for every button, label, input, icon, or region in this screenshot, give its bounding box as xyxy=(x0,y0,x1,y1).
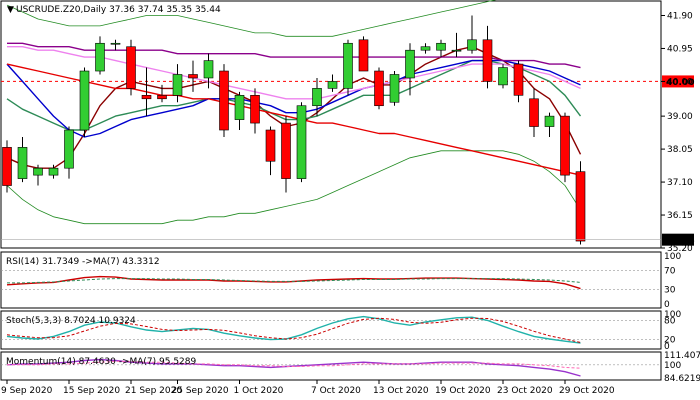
candle-body-28 xyxy=(420,46,431,51)
candle-body-6 xyxy=(79,70,90,131)
candle-body-17 xyxy=(250,95,260,124)
price-tick-label-2: 40.95 xyxy=(667,44,693,54)
price-tick-label-8: 35.20 xyxy=(667,244,693,254)
candle-body-18 xyxy=(265,129,276,162)
rsi-pane-border xyxy=(0,251,662,309)
moving-averages-layer xyxy=(6,42,582,176)
date-tick-label-5: 1 Oct 2020 xyxy=(234,386,284,396)
candle-body-23 xyxy=(343,42,353,89)
stoch-tick-label-2: 80 xyxy=(664,316,676,326)
candle-body-37 xyxy=(560,115,570,176)
momentum-tick-label-2: 100 xyxy=(664,361,681,371)
date-tick-label-10: 29 Oct 2020 xyxy=(559,386,615,396)
candle-body-31 xyxy=(467,39,477,51)
rsi-tick-label-3: 30 xyxy=(664,286,676,296)
candle-body-27 xyxy=(405,49,415,79)
candle-body-24 xyxy=(358,39,369,72)
stoch-tick-label-1: 100 xyxy=(664,310,681,320)
candle-body-26 xyxy=(389,74,400,103)
stoch-tick-label-4: 0 xyxy=(664,342,670,352)
candle-body-10 xyxy=(141,95,152,100)
reference-level-badge xyxy=(662,75,694,88)
price-tick-label-1: 41.90 xyxy=(667,12,693,22)
candle-body-36 xyxy=(544,115,555,127)
main-pane-border xyxy=(0,0,662,249)
candle-body-1 xyxy=(2,147,12,186)
candle-body-13 xyxy=(188,74,198,79)
overlay-line-8 xyxy=(6,150,581,225)
candle-body-16 xyxy=(234,95,245,120)
date-tick-label-4: 25 Sep 2020 xyxy=(172,386,229,396)
rsi-tick-label-4: 0 xyxy=(664,300,670,310)
overlay-line-7 xyxy=(6,0,497,37)
stoch-pane-border xyxy=(0,310,662,350)
axis-labels-layer: 41.90 40.95 40.00 39.00 38.05 37.10 36.15 35.20… xyxy=(1,12,700,396)
candle-body-32 xyxy=(482,39,493,82)
rsi-label: RSI(14) 31.7349 ->MA(7) 43.3312 xyxy=(6,257,160,267)
price-tick-label-5: 38.05 xyxy=(667,145,693,155)
candle-body-14 xyxy=(203,60,214,79)
date-tick-label-2: 15 Sep 2020 xyxy=(63,386,120,396)
candle-body-8 xyxy=(110,42,121,45)
momentum-tick-label-3: 84.6219 xyxy=(664,374,700,384)
momentum-label: Momentum(14) 87.4630 ->MA(7) 95.5289 xyxy=(6,357,197,367)
candle-body-30 xyxy=(451,49,462,52)
rsi-tick-label-2: 70 xyxy=(664,266,676,276)
stoch-line-2 xyxy=(6,317,581,343)
chart-title: USCRUDE.Z20,Daily 37.36 37.74 35.35 35.4… xyxy=(16,5,221,15)
stoch-label: Stoch(5,3,3) 8.7024 10.9324 xyxy=(6,316,136,326)
candle-body-9 xyxy=(126,46,136,89)
candles-layer xyxy=(2,15,586,245)
candle-body-11 xyxy=(157,95,167,100)
price-tick-label-3: 40.00 xyxy=(667,77,693,87)
momentum-line-2 xyxy=(7,360,581,369)
candle-body-20 xyxy=(296,105,307,179)
overlay-line-4 xyxy=(7,46,581,100)
candle-body-29 xyxy=(436,42,446,51)
candle-body-5 xyxy=(64,129,74,169)
candle-body-35 xyxy=(529,98,539,127)
indicator-lines-layer xyxy=(1,270,661,377)
candle-body-38 xyxy=(575,171,586,242)
date-tick-label-8: 19 Oct 2020 xyxy=(435,386,491,396)
candle-body-22 xyxy=(327,81,338,89)
chart-title-arrow: ▼ xyxy=(7,5,14,15)
candle-body-12 xyxy=(172,74,183,96)
candle-body-19 xyxy=(281,122,291,179)
price-tick-label-6: 37.10 xyxy=(667,178,693,188)
rsi-tick-label-1: 100 xyxy=(664,252,681,262)
last-price-badge xyxy=(662,233,694,246)
candle-body-21 xyxy=(312,88,322,107)
candle-body-25 xyxy=(374,70,384,107)
overlay-line-5 xyxy=(6,63,581,176)
bollinger-bands-layer xyxy=(6,0,581,225)
candle-body-7 xyxy=(95,42,105,72)
stoch-tick-label-3: 20 xyxy=(664,336,676,346)
date-tick-label-7: 13 Oct 2020 xyxy=(373,386,429,396)
reference-level-label: 40.00 xyxy=(666,78,694,88)
last-price-label: 35.44 xyxy=(666,236,694,246)
candle-body-4 xyxy=(48,167,59,176)
candle-body-2 xyxy=(17,147,28,179)
candle-body-34 xyxy=(513,63,524,96)
date-tick-label-9: 23 Oct 2020 xyxy=(497,386,553,396)
momentum-pane-border xyxy=(0,351,662,381)
candle-body-3 xyxy=(33,167,43,176)
stoch-line-1 xyxy=(6,315,581,344)
rsi-line-2 xyxy=(7,278,581,284)
date-tick-label-6: 7 Oct 2020 xyxy=(311,386,361,396)
price-tick-label-7: 36.15 xyxy=(667,211,693,221)
date-tick-label-1: 9 Sep 2020 xyxy=(1,386,53,396)
candle-body-33 xyxy=(498,67,508,86)
overlay-line-1 xyxy=(6,46,582,169)
candle-body-15 xyxy=(219,70,229,131)
date-tick-label-3: 21 Sep 2020 xyxy=(125,386,182,396)
momentum-tick-label-1: 111.4072 xyxy=(664,351,700,361)
price-tick-label-4: 39.00 xyxy=(667,112,693,122)
